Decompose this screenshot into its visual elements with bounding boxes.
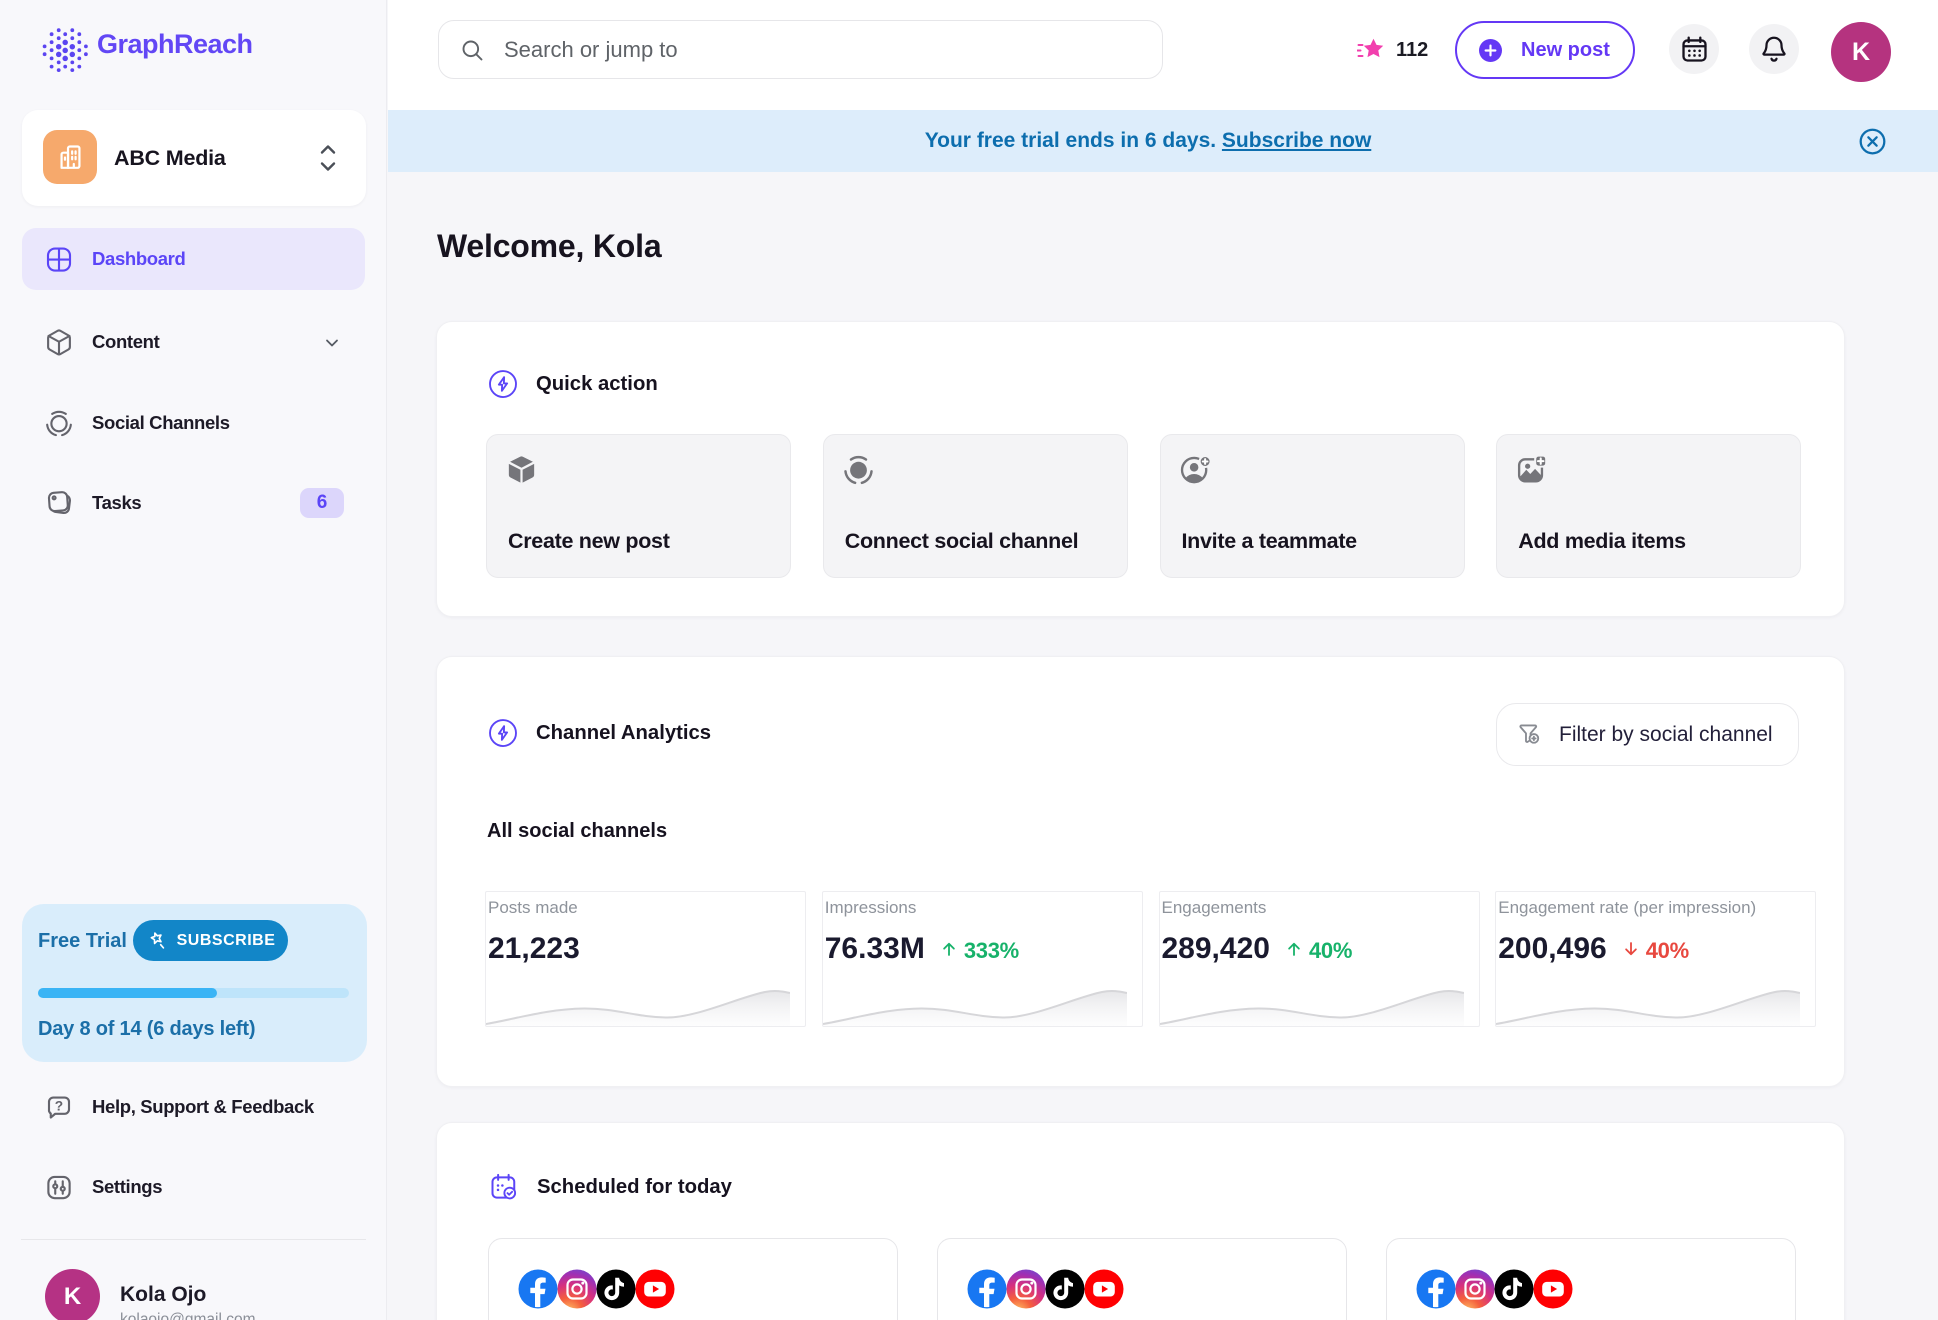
svg-text:?: ? bbox=[55, 1098, 63, 1113]
